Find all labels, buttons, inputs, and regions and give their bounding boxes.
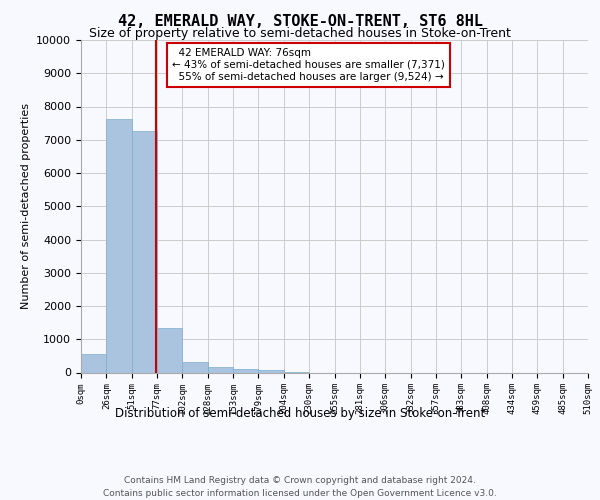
- Bar: [132, 131, 157, 372]
- Bar: [182, 362, 208, 372]
- Bar: [208, 367, 233, 372]
- Text: 42, EMERALD WAY, STOKE-ON-TRENT, ST6 8HL: 42, EMERALD WAY, STOKE-ON-TRENT, ST6 8HL: [118, 14, 482, 29]
- Y-axis label: Number of semi-detached properties: Number of semi-detached properties: [21, 104, 31, 309]
- Text: Distribution of semi-detached houses by size in Stoke-on-Trent: Distribution of semi-detached houses by …: [115, 408, 485, 420]
- Text: 42 EMERALD WAY: 76sqm
← 43% of semi-detached houses are smaller (7,371)
  55% of: 42 EMERALD WAY: 76sqm ← 43% of semi-deta…: [172, 48, 445, 82]
- Bar: [233, 369, 259, 372]
- Text: Contains HM Land Registry data © Crown copyright and database right 2024.
Contai: Contains HM Land Registry data © Crown c…: [103, 476, 497, 498]
- Bar: [157, 328, 182, 372]
- Bar: [259, 370, 284, 372]
- Bar: [81, 354, 106, 372]
- Bar: [106, 119, 132, 372]
- Text: Size of property relative to semi-detached houses in Stoke-on-Trent: Size of property relative to semi-detach…: [89, 28, 511, 40]
